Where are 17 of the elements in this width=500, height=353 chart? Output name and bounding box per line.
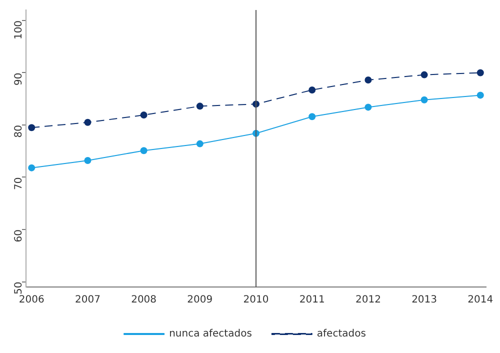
y-tick-label: 70 bbox=[14, 177, 25, 190]
legend-label: nunca afectados bbox=[169, 328, 252, 340]
y-tick-label: 60 bbox=[14, 230, 25, 242]
x-tick-label: 2014 bbox=[468, 294, 494, 306]
x-tick-label: 2007 bbox=[74, 294, 100, 306]
y-tick-label: 90 bbox=[14, 72, 25, 86]
x-tick-label: 2012 bbox=[355, 294, 381, 306]
x-tick-label: 2010 bbox=[243, 294, 269, 306]
legend-label: afectados bbox=[316, 328, 366, 340]
x-tick-label: 2008 bbox=[131, 294, 157, 306]
x-tick-label: 2013 bbox=[412, 294, 438, 306]
x-tick-label: 2011 bbox=[299, 294, 325, 306]
y-tick-label: 80 bbox=[14, 124, 25, 138]
x-tick-label: 2009 bbox=[187, 294, 213, 306]
x-tick-label: 2006 bbox=[18, 294, 44, 306]
y-tick-label: 50 bbox=[14, 282, 25, 295]
y-tick-label: 100 bbox=[14, 20, 25, 40]
